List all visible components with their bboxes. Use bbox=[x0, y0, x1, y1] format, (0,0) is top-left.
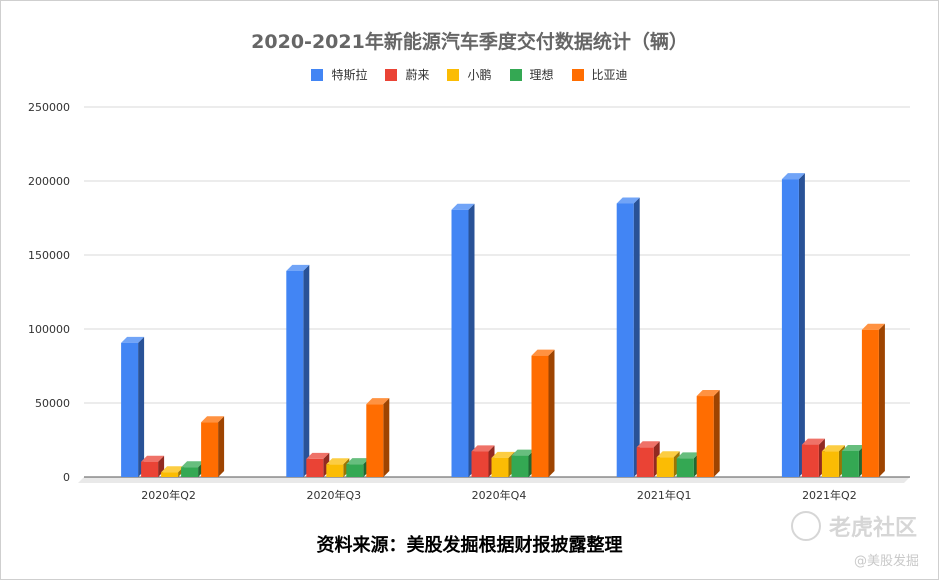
bar-top bbox=[181, 461, 205, 468]
watermark-brand: 老虎社区 bbox=[828, 516, 917, 541]
bar bbox=[511, 455, 529, 477]
bar bbox=[676, 458, 694, 477]
bar-top bbox=[346, 458, 370, 465]
bar-top bbox=[781, 173, 805, 180]
watermark: 老虎社区 bbox=[790, 510, 917, 542]
legend-item-li-auto[interactable]: 理想 bbox=[509, 66, 554, 83]
bar-top bbox=[141, 455, 165, 462]
bar-top bbox=[696, 390, 720, 397]
bar bbox=[181, 467, 199, 477]
legend-swatch-nio bbox=[385, 68, 398, 81]
bar-side bbox=[548, 349, 555, 477]
bar-top bbox=[841, 444, 865, 451]
x-tick-label: 2020年Q3 bbox=[306, 488, 361, 502]
bar-side bbox=[383, 398, 390, 477]
bar-top bbox=[121, 336, 145, 343]
bar-top bbox=[861, 323, 885, 330]
legend-item-byd[interactable]: 比亚迪 bbox=[571, 66, 628, 83]
chart-legend: 特斯拉 蔚来 小鹏 理想 比亚迪 bbox=[0, 66, 939, 83]
bar bbox=[636, 447, 654, 477]
legend-item-tesla[interactable]: 特斯拉 bbox=[311, 66, 367, 83]
legend-label-nio: 蔚来 bbox=[405, 68, 430, 82]
bar-top bbox=[531, 349, 555, 356]
bar-side bbox=[138, 336, 145, 477]
bar bbox=[306, 458, 324, 477]
bar bbox=[781, 179, 799, 477]
x-tick-label: 2020年Q4 bbox=[472, 488, 527, 502]
legend-swatch-xpeng bbox=[447, 68, 460, 81]
bar bbox=[696, 396, 714, 477]
bar-side bbox=[218, 416, 225, 477]
bar-top bbox=[636, 441, 660, 448]
bar-top bbox=[451, 203, 475, 210]
y-tick-label: 150000 bbox=[28, 249, 70, 262]
bar bbox=[616, 203, 634, 477]
bar-top bbox=[161, 466, 185, 473]
legend-label-tesla: 特斯拉 bbox=[331, 68, 368, 82]
legend-label-xpeng: 小鹏 bbox=[467, 68, 492, 82]
bar-side bbox=[633, 197, 640, 477]
bar bbox=[841, 450, 859, 477]
chart-title: 2020-2021年新能源汽车季度交付数据统计（辆） bbox=[251, 31, 688, 53]
chart-floor bbox=[78, 477, 910, 483]
x-tick-label: 2021年Q1 bbox=[637, 488, 692, 502]
source-note: 资料来源：美股发掘根据财报披露整理 bbox=[316, 535, 623, 556]
bar-side bbox=[713, 390, 720, 477]
y-tick-label: 200000 bbox=[28, 175, 70, 188]
bar-top bbox=[306, 452, 330, 459]
tiger-logo-icon bbox=[790, 511, 821, 541]
legend-swatch-tesla bbox=[311, 68, 324, 81]
bar bbox=[121, 342, 139, 477]
bar-side bbox=[878, 323, 885, 477]
legend-item-nio[interactable]: 蔚来 bbox=[385, 66, 429, 83]
bar bbox=[451, 209, 469, 477]
bar-top bbox=[326, 458, 350, 465]
bar-top bbox=[366, 398, 390, 405]
bar-top bbox=[616, 197, 640, 204]
bar bbox=[801, 444, 819, 477]
bar bbox=[161, 472, 179, 477]
bar-top bbox=[801, 438, 825, 445]
legend-swatch-li-auto bbox=[509, 68, 522, 81]
bar bbox=[326, 464, 344, 477]
watermark-handle: @美股发掘 bbox=[853, 554, 919, 569]
y-tick-label: 250000 bbox=[28, 101, 70, 114]
bar-top bbox=[676, 452, 700, 459]
bar bbox=[141, 461, 159, 477]
legend-item-xpeng[interactable]: 小鹏 bbox=[447, 66, 492, 83]
bar-top bbox=[511, 449, 535, 456]
bar-top bbox=[656, 451, 680, 458]
bar-top bbox=[286, 264, 310, 271]
bar bbox=[491, 457, 509, 477]
x-tick-label: 2021年Q2 bbox=[802, 488, 857, 502]
bar bbox=[286, 270, 304, 477]
bar bbox=[471, 451, 489, 477]
bar-top bbox=[491, 451, 515, 458]
bar bbox=[201, 422, 219, 477]
y-tick-label: 100000 bbox=[28, 323, 70, 336]
bar bbox=[366, 404, 384, 477]
y-tick-label: 50000 bbox=[35, 397, 70, 410]
legend-swatch-byd bbox=[571, 68, 584, 81]
legend-label-li-auto: 理想 bbox=[529, 68, 554, 82]
bar-top bbox=[201, 416, 225, 423]
x-tick-label: 2020年Q2 bbox=[141, 488, 196, 502]
bar bbox=[861, 329, 879, 477]
bar-top bbox=[471, 445, 495, 452]
bar bbox=[821, 451, 839, 477]
bar-side bbox=[303, 264, 310, 477]
bar bbox=[656, 457, 674, 477]
legend-label-byd: 比亚迪 bbox=[591, 68, 628, 82]
bar-side bbox=[798, 173, 805, 477]
bar-top bbox=[821, 445, 845, 452]
bar bbox=[531, 355, 549, 477]
y-tick-label: 0 bbox=[63, 471, 70, 484]
bar-side bbox=[468, 203, 475, 477]
bar bbox=[346, 464, 364, 477]
